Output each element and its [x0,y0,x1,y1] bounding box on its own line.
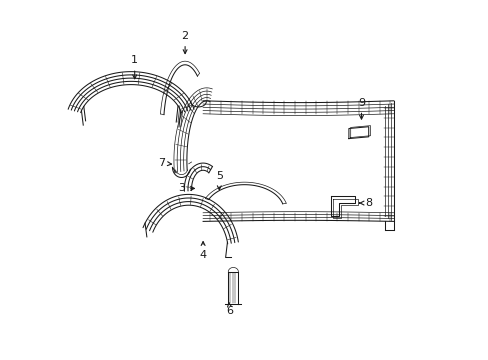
Text: 2: 2 [181,31,188,54]
Text: 6: 6 [226,303,233,316]
Text: 7: 7 [158,158,171,168]
Text: 8: 8 [359,198,371,208]
Text: 1: 1 [131,55,138,79]
Text: 3: 3 [178,183,194,193]
Text: 5: 5 [215,171,223,190]
Text: 4: 4 [199,242,206,260]
Text: 9: 9 [357,98,365,119]
